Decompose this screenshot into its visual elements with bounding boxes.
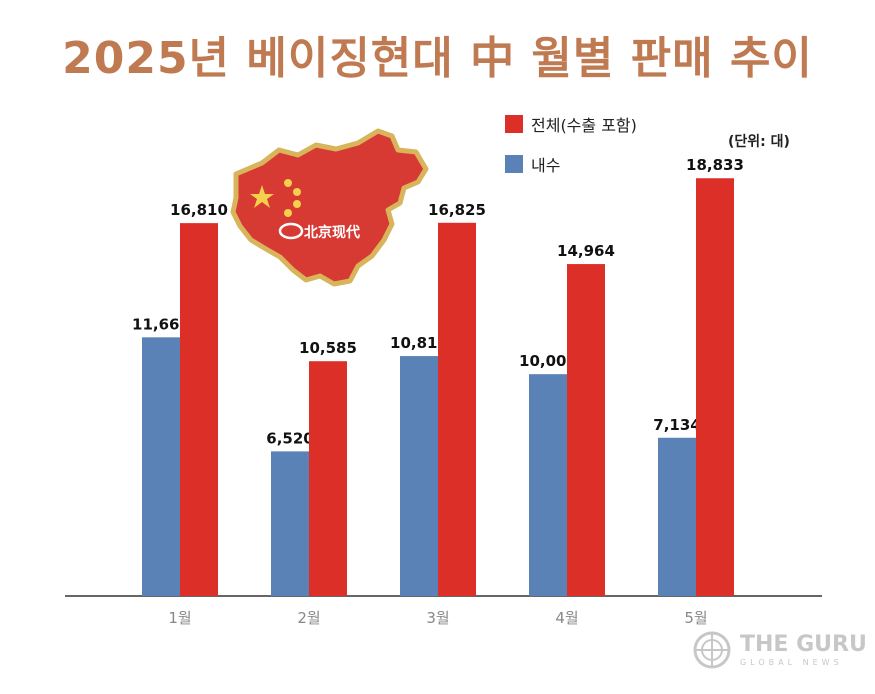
data-label-total: 16,825 — [428, 201, 486, 219]
legend-item-total: 전체(수출 포함) — [505, 112, 637, 136]
watermark: THE GURU GLOBAL NEWS — [692, 630, 867, 670]
data-label-domestic: 10,001 — [519, 352, 577, 370]
chart-title: 2025년 베이징현대 中 월별 판매 추이 — [62, 33, 813, 84]
bar-total — [567, 264, 605, 596]
bar-domestic — [529, 374, 567, 596]
legend-swatch-total — [505, 115, 523, 133]
bar-domestic — [658, 437, 696, 596]
flag-star-small-3 — [293, 200, 301, 208]
data-label-total: 14,964 — [557, 242, 615, 260]
hyundai-emblem-icon — [278, 222, 304, 240]
bar-total — [438, 222, 476, 597]
legend-item-domestic: 내수 — [505, 152, 560, 176]
legend-swatch-domestic — [505, 155, 523, 173]
bars-group: 11,662 16,810 1월 6,520 10,585 2월 10,817 16,825 3… — [132, 156, 744, 627]
china-map-shape — [230, 128, 429, 287]
x-tick-label: 4월 — [555, 609, 578, 627]
x-tick-label: 2월 — [297, 609, 320, 627]
flag-star-small-1 — [284, 179, 292, 187]
data-label-total: 10,585 — [299, 339, 357, 357]
x-tick-label: 3월 — [426, 609, 449, 627]
data-label-domestic: 11,662 — [132, 315, 190, 333]
bar-total — [309, 361, 347, 596]
bar-domestic — [400, 356, 438, 596]
flag-star-small-2 — [293, 188, 301, 196]
data-label-total: 16,810 — [170, 201, 228, 219]
data-label-domestic: 10,817 — [390, 334, 448, 352]
bar-total — [180, 223, 218, 596]
x-tick-label: 5월 — [684, 609, 707, 627]
china-map-logo: 北京现代 — [230, 128, 429, 287]
x-tick-label: 1월 — [168, 609, 191, 627]
data-label-domestic: 6,520 — [266, 429, 313, 447]
legend-label-domestic: 내수 — [531, 156, 561, 175]
data-label-total: 18,833 — [686, 156, 744, 174]
watermark-main: THE GURU — [740, 631, 867, 657]
legend-label-total: 전체(수출 포함) — [531, 116, 637, 135]
bar-domestic — [142, 337, 180, 596]
watermark-sub: GLOBAL NEWS — [740, 657, 843, 667]
flag-star-small-4 — [284, 209, 292, 217]
unit-label: (단위: 대) — [728, 134, 790, 150]
globe-icon — [693, 631, 731, 669]
data-label-domestic: 7,134 — [653, 416, 700, 434]
flag-star-large — [250, 185, 274, 208]
logo-text: 北京现代 — [304, 224, 360, 241]
bar-total — [696, 178, 734, 596]
bar-domestic — [271, 451, 309, 596]
